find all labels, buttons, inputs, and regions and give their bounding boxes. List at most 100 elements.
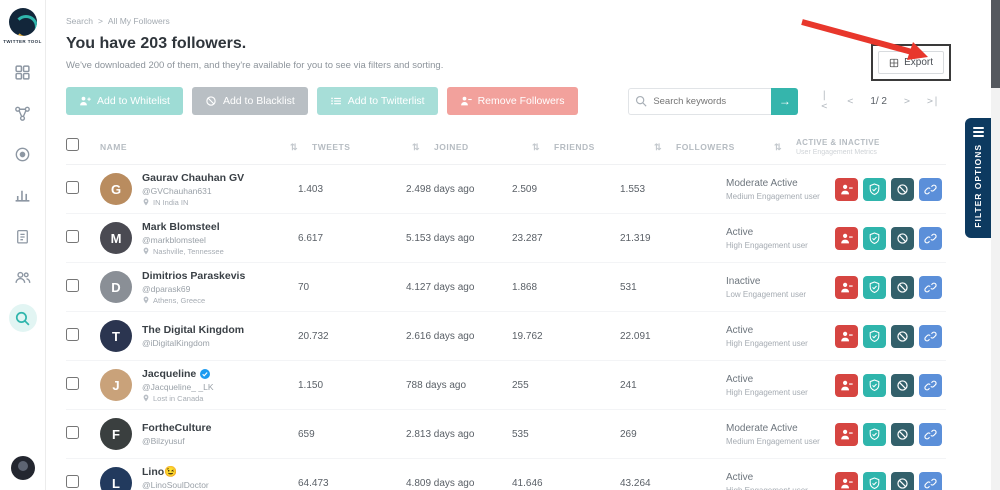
profile-avatar[interactable] — [10, 456, 35, 480]
follower-handle: @dparask69 — [142, 283, 191, 294]
page-title: You have 203 followers. — [66, 35, 247, 52]
joined-value: 2.616 days ago — [406, 330, 475, 342]
profile-link-button[interactable] — [919, 471, 942, 490]
sort-icon[interactable]: ⇅ — [653, 141, 662, 152]
column-header-name[interactable]: NAME ⇅ — [100, 142, 312, 153]
export-button[interactable]: Export — [878, 51, 944, 74]
sidebar-item-users[interactable] — [9, 263, 37, 291]
column-header-tweets[interactable]: TWEETS ⇅ — [312, 142, 434, 153]
engagement-label: High Engagement user — [726, 387, 808, 397]
follower-identity: Gaurav Chauhan GV @GVChauhan631 IN India… — [142, 172, 244, 207]
sidebar-item-targets[interactable] — [9, 140, 37, 168]
engagement-label: Low Engagement user — [726, 289, 807, 299]
remove-followers-label: Remove Followers — [477, 95, 565, 107]
sidebar-item-connections[interactable] — [9, 99, 37, 127]
shield-check-icon — [869, 329, 880, 342]
search-followers-icon — [15, 311, 30, 325]
add-to-blacklist-button[interactable]: Add to Blacklist — [191, 87, 308, 115]
select-all-cell — [66, 138, 100, 156]
joined-value: 2.498 days ago — [406, 183, 475, 195]
whitelist-follower-button[interactable] — [863, 324, 886, 348]
whitelist-follower-button[interactable] — [863, 177, 886, 201]
sidebar-item-analytics[interactable] — [9, 181, 37, 209]
filter-options-tab[interactable]: FILTER OPTIONS — [965, 118, 991, 238]
sort-icon[interactable]: ⇅ — [773, 141, 782, 152]
row-checkbox[interactable] — [66, 475, 79, 488]
row-checkbox[interactable] — [66, 328, 79, 341]
row-checkbox[interactable] — [66, 230, 79, 243]
follower-identity: Lino😉 @LinoSoulDoctor Humanity my Home — [142, 465, 219, 490]
avatar: F — [100, 418, 132, 450]
block-follower-button[interactable] — [891, 324, 914, 348]
search-input[interactable] — [628, 87, 772, 115]
sidebar-item-follower-search[interactable] — [8, 304, 37, 332]
row-checkbox[interactable] — [66, 279, 79, 292]
breadcrumb-root[interactable]: Search — [66, 16, 93, 26]
sidebar-item-tasks[interactable] — [9, 222, 37, 250]
first-page-button[interactable]: |< — [812, 89, 836, 113]
avatar: G — [100, 173, 132, 205]
shield-check-icon — [869, 280, 880, 293]
remove-follower-button[interactable] — [835, 324, 858, 348]
next-page-button[interactable]: > — [895, 89, 919, 113]
logo-icon — [8, 8, 37, 36]
scrollbar-track[interactable] — [991, 0, 1000, 490]
remove-follower-button[interactable] — [835, 226, 858, 250]
whitelist-follower-button[interactable] — [863, 471, 886, 490]
block-follower-button[interactable] — [891, 373, 914, 397]
row-checkbox[interactable] — [66, 377, 79, 390]
remove-follower-button[interactable] — [835, 177, 858, 201]
profile-link-button[interactable] — [919, 422, 942, 446]
link-icon — [924, 380, 937, 390]
profile-link-button[interactable] — [919, 177, 942, 201]
breadcrumb-current[interactable]: All My Followers — [107, 16, 170, 26]
sort-icon[interactable]: ⇅ — [531, 141, 540, 152]
profile-link-button[interactable] — [919, 373, 942, 397]
remove-follower-button[interactable] — [835, 471, 858, 490]
remove-follower-button[interactable] — [835, 275, 858, 299]
block-follower-button[interactable] — [891, 226, 914, 250]
add-to-twitterlist-button[interactable]: Add to Twitterlist — [316, 87, 438, 115]
ban-icon — [897, 428, 908, 440]
followers-value: 43.264 — [620, 477, 651, 489]
block-follower-button[interactable] — [891, 471, 914, 490]
column-header-followers[interactable]: FOLLOWERS ⇅ — [676, 142, 796, 153]
scrollbar-thumb[interactable] — [991, 0, 1000, 88]
follower-name: The Digital Kingdom — [142, 324, 245, 336]
link-icon — [924, 184, 937, 194]
avatar: M — [100, 222, 132, 254]
block-follower-button[interactable] — [891, 422, 914, 446]
profile-link-button[interactable] — [919, 275, 942, 299]
remove-follower-button[interactable] — [835, 422, 858, 446]
search-submit-button[interactable]: → — [771, 87, 799, 115]
column-header-friends[interactable]: FRIENDS ⇅ — [554, 142, 676, 153]
follower-location: Nashville, Tennessee — [142, 247, 224, 256]
toolbar-right: → |< < 1/ 2 > >| — [628, 87, 945, 115]
whitelist-follower-button[interactable] — [863, 422, 886, 446]
remove-followers-button[interactable]: Remove Followers — [446, 87, 578, 115]
main-content: Search > All My Followers You have 203 f… — [46, 0, 991, 490]
row-checkbox[interactable] — [66, 181, 79, 194]
last-page-button[interactable]: >| — [921, 89, 945, 113]
column-header-joined[interactable]: JOINED ⇅ — [434, 142, 554, 153]
friends-value: 19.762 — [512, 330, 543, 342]
whitelist-follower-button[interactable] — [863, 226, 886, 250]
sidebar-item-dashboard[interactable] — [9, 58, 37, 86]
person-minus-icon — [841, 282, 853, 292]
sort-icon[interactable]: ⇅ — [289, 141, 298, 152]
page-indicator: 1/ 2 — [870, 95, 887, 107]
whitelist-follower-button[interactable] — [863, 373, 886, 397]
remove-follower-button[interactable] — [835, 373, 858, 397]
block-follower-button[interactable] — [891, 275, 914, 299]
avatar: D — [100, 271, 132, 303]
prev-page-button[interactable]: < — [838, 89, 862, 113]
block-follower-button[interactable] — [891, 177, 914, 201]
sort-icon[interactable]: ⇅ — [411, 141, 420, 152]
select-all-checkbox[interactable] — [66, 138, 79, 151]
whitelist-follower-button[interactable] — [863, 275, 886, 299]
profile-link-button[interactable] — [919, 226, 942, 250]
add-to-whitelist-button[interactable]: Add to Whitelist — [66, 87, 183, 115]
profile-link-button[interactable] — [919, 324, 942, 348]
row-checkbox[interactable] — [66, 426, 79, 439]
users-icon — [15, 271, 31, 283]
